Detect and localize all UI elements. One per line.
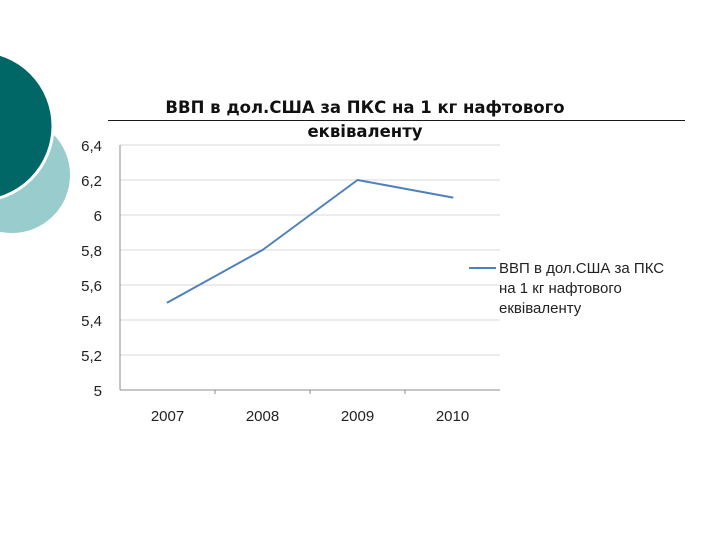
- y-tick-label: 5,8: [81, 243, 102, 260]
- chart-title: ВВП в дол.США за ПКС на 1 кг нафтового е…: [150, 96, 580, 144]
- x-tick-label: 2008: [246, 408, 279, 425]
- gridlines: [120, 144, 500, 356]
- y-tick-label: 6: [94, 208, 102, 225]
- legend-label: ВВП в дол.США за ПКС на 1 кг нафтового е…: [499, 260, 665, 317]
- legend-swatch: [469, 267, 496, 269]
- axes: [119, 145, 500, 394]
- data-point: [451, 196, 454, 199]
- series: [166, 179, 454, 304]
- decorative-circle-dark: [0, 54, 53, 198]
- x-tick-label: 2009: [341, 408, 374, 425]
- data-point: [261, 249, 264, 251]
- data-point: [166, 301, 169, 304]
- y-tick-label: 5,4: [81, 313, 102, 330]
- y-tick-label: 5,6: [81, 278, 102, 295]
- chart-title-line-2: еквіваленту: [307, 122, 423, 141]
- y-tick-label: 5: [94, 383, 102, 400]
- x-tick-label: 2010: [436, 408, 469, 425]
- y-tick-label: 6,4: [81, 138, 102, 155]
- y-tick-label: 5,2: [81, 348, 102, 365]
- x-axis-tick-labels: 2007 2008 2009 2010: [151, 408, 469, 425]
- decorative-circle-white-ring: [0, 52, 55, 200]
- legend: ВВП в дол.США за ПКС на 1 кг нафтового е…: [469, 259, 684, 319]
- series-line: [167, 179, 453, 304]
- x-tick-label: 2007: [151, 408, 184, 425]
- title-rule: [108, 120, 685, 121]
- decorative-circles: [0, 52, 70, 233]
- data-point: [356, 179, 359, 181]
- y-tick-label: 6,2: [81, 173, 102, 190]
- chart-title-line-1: ВВП в дол.США за ПКС на 1 кг нафтового: [165, 98, 565, 117]
- y-axis-tick-labels: 5 5,2 5,4 5,6 5,8 6 6,2 6,4: [81, 138, 102, 400]
